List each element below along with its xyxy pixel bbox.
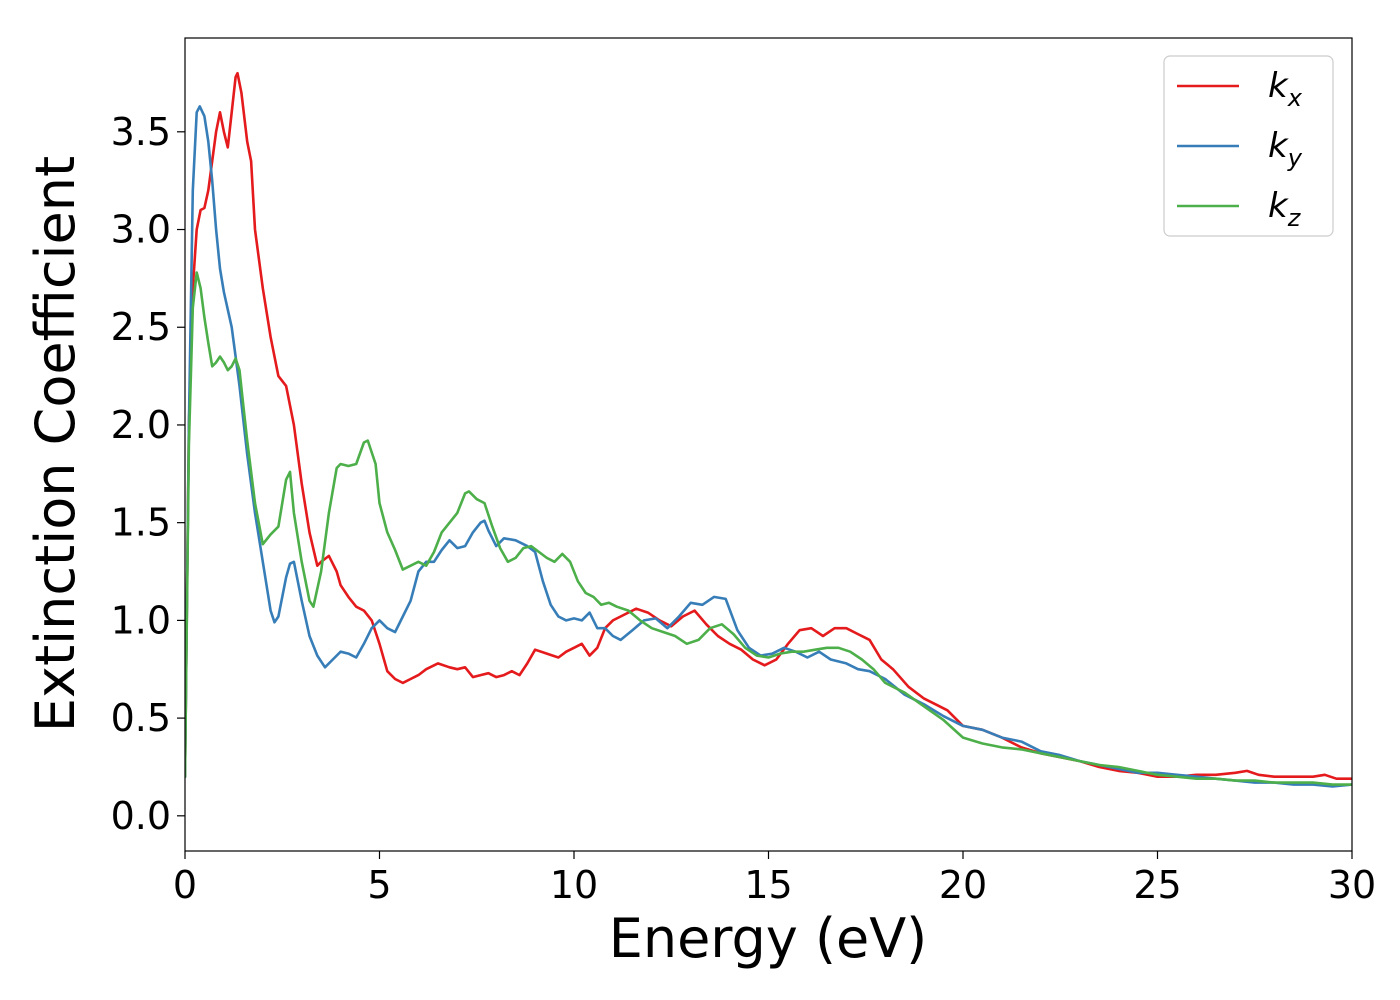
x-axis-label: Energy (eV) xyxy=(609,907,928,970)
y-tick-label: 3.5 xyxy=(111,110,171,154)
x-axis-ticks: 0 5 10 15 20 25 30 xyxy=(173,851,1376,907)
y-axis-label: Extinction Coefficient xyxy=(24,156,87,732)
y-tick-label: 1.5 xyxy=(111,501,171,545)
y-tick-label: 2.0 xyxy=(111,403,171,447)
y-tick-label: 3.0 xyxy=(111,208,171,252)
y-tick-label: 1.0 xyxy=(111,598,171,642)
series-line-kz xyxy=(185,271,1352,786)
x-tick-label: 15 xyxy=(744,863,792,907)
legend-box xyxy=(1163,55,1334,237)
y-axis-ticks: 0.0 0.5 1.0 1.5 2.0 2.5 3.0 3.5 xyxy=(111,110,185,838)
x-tick-label: 0 xyxy=(173,863,197,907)
y-tick-label: 0.5 xyxy=(111,696,171,740)
y-tick-label: 0.0 xyxy=(111,794,171,838)
x-tick-label: 25 xyxy=(1133,863,1181,907)
series-layer xyxy=(185,71,1352,788)
series-line-ky xyxy=(185,105,1352,788)
x-tick-label: 30 xyxy=(1328,863,1376,907)
x-tick-label: 5 xyxy=(367,863,391,907)
x-tick-label: 20 xyxy=(939,863,987,907)
series-line-kx xyxy=(185,71,1352,780)
y-tick-label: 2.5 xyxy=(111,305,171,349)
x-tick-label: 10 xyxy=(550,863,598,907)
